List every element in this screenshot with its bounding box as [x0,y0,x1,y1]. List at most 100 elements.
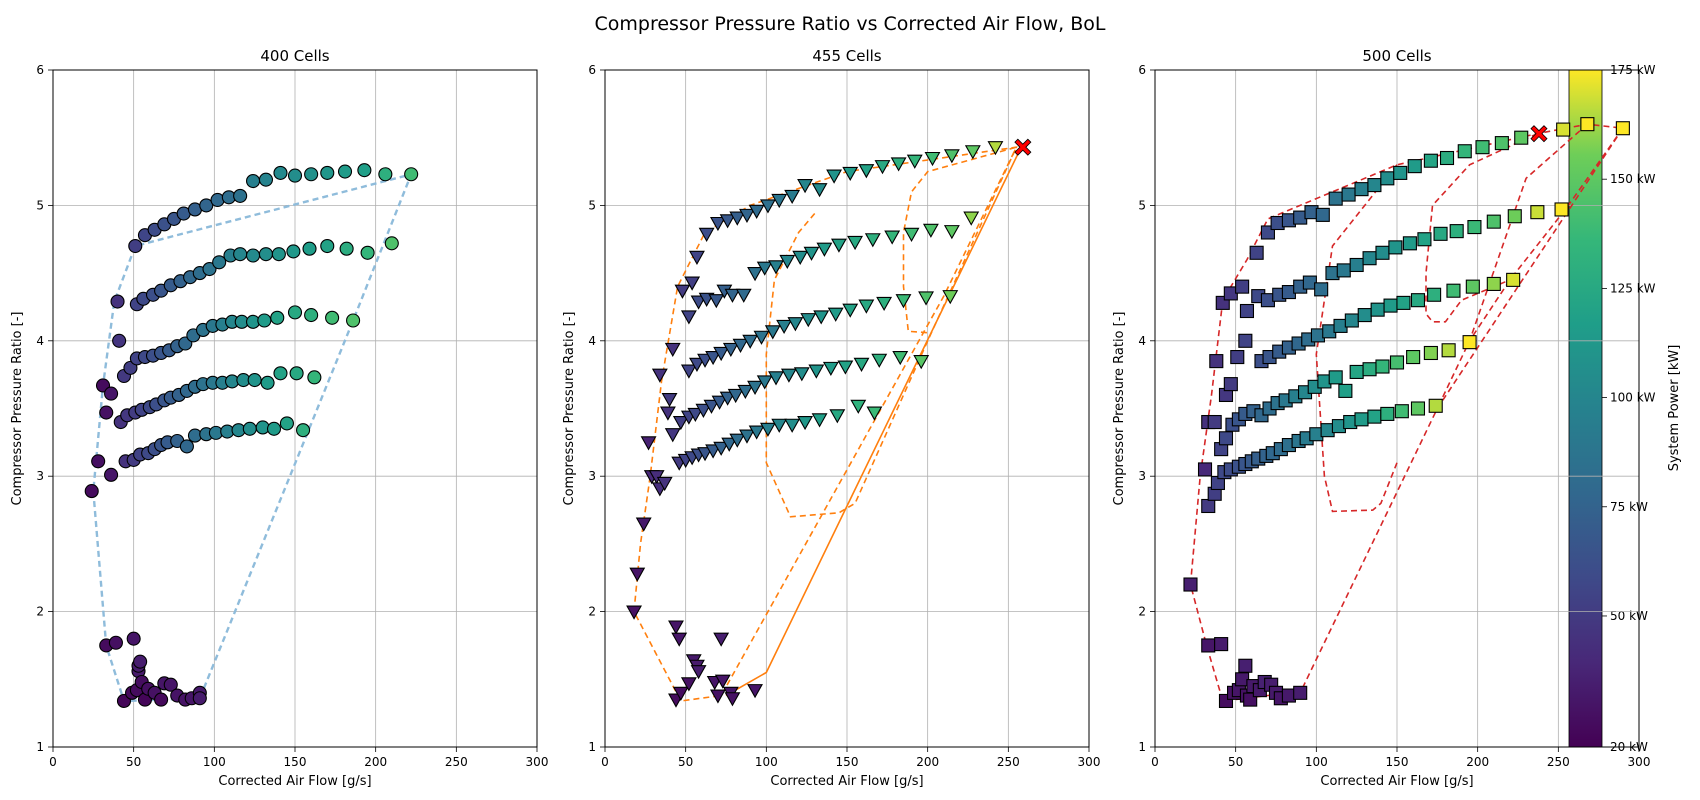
data-point [626,605,642,620]
data-point [874,160,891,175]
data-point [739,208,755,224]
data-point [822,361,839,377]
data-point [1615,121,1630,136]
dashed-envelope-line [1315,164,1398,513]
data-point [307,370,322,385]
data-point [721,437,738,452]
y-tick-label: 6 [1138,63,1146,77]
x-tick-label: 200 [364,755,387,769]
y-tick-label: 1 [36,740,44,754]
data-point [697,353,713,368]
data-point [1407,159,1422,174]
data-point [1423,153,1438,168]
data-point [199,198,214,213]
colorbar-label: System Power [kW] [1667,345,1682,472]
data-point [892,350,909,366]
data-point [689,250,705,265]
data-point [286,244,301,259]
data-point [713,632,730,647]
data-point [714,674,731,689]
data-point [360,245,375,260]
data-point [1293,685,1308,700]
data-point [768,260,784,275]
data-point [279,416,294,431]
data-point [1344,313,1359,328]
data-point [1514,130,1529,145]
data-point [808,364,825,379]
data-point [1475,140,1490,155]
series-4 [664,211,980,358]
data-point [842,303,859,318]
chart-panel-1: 0 50 100 150 200 250 300 1 2 3 4 5 6 400 Cells Correct… [10,47,548,789]
data-point [739,429,755,444]
data-point [687,407,704,423]
data-point [1314,282,1329,297]
data-point [246,248,261,263]
data-point [1410,293,1426,308]
data-point [258,247,274,262]
design-point-marker [1014,138,1032,156]
x-tick-label: 300 [1078,755,1101,769]
x-tick-label: 150 [1386,755,1409,769]
data-point [842,166,859,182]
data-point [302,241,317,256]
series-6 [626,436,763,708]
data-point [792,250,809,265]
data-point [337,164,353,179]
series-5 [689,141,1004,265]
data-point [128,238,143,254]
data-point [304,308,319,323]
x-tick-label: 150 [836,755,859,769]
data-point [296,423,311,438]
series-6 [1183,577,1308,709]
plot-area [84,163,419,709]
data-point [787,317,804,332]
data-point [858,164,875,179]
data-point [1380,171,1395,186]
data-point [273,366,288,381]
data-point [705,350,722,366]
data-point [325,310,340,325]
series-3 [651,290,959,408]
data-point [876,296,893,312]
y-axis-label: Compressor Pressure Ratio [-] [10,312,25,506]
chart-panel-3: 0 50 100 150 200 250 300 1 2 3 4 5 6 500 Cells Correct… [1112,47,1650,789]
data-point [853,357,870,372]
data-point [1380,406,1395,421]
data-point [1554,202,1569,217]
y-tick-label: 6 [36,63,44,77]
data-point [837,360,854,375]
x-tick-label: 50 [1228,755,1243,769]
series-4 [110,236,399,312]
series-1 [643,399,883,497]
data-point [816,242,833,257]
data-point [690,295,707,310]
data-point [246,173,261,189]
data-point [1239,303,1255,319]
data-point [1396,295,1411,310]
data-point [133,654,148,669]
x-tick-label: 300 [526,755,549,769]
data-point [1530,205,1545,220]
data-point [202,261,217,277]
data-point [800,313,817,328]
colorbar-tick-label: 75 kW [1610,500,1648,514]
data-point [858,299,875,314]
data-point [1201,498,1216,514]
data-point [1367,409,1382,424]
data-point [233,247,248,262]
data-point [1223,377,1238,392]
data-point [727,388,744,404]
data-point [1486,276,1501,291]
y-tick-label: 3 [36,469,44,483]
data-point [729,211,746,226]
x-tick-label: 200 [1466,755,1489,769]
data-point [684,276,701,291]
series-5 [128,163,419,254]
data-point [884,230,901,245]
data-point [212,255,227,270]
data-point [797,415,813,431]
y-axis-label: Compressor Pressure Ratio [-] [562,312,577,506]
